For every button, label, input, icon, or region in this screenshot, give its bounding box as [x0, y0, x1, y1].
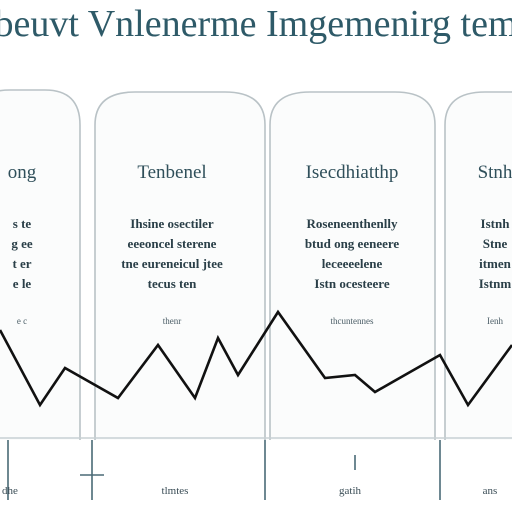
panel-note: thcuntennes	[331, 316, 374, 326]
panel-line: Istnm	[479, 276, 512, 291]
panel-line: Roseneenthenlly	[307, 216, 399, 231]
panel-line: leceeeelene	[322, 256, 383, 271]
panel-note: thenr	[163, 316, 182, 326]
footer-label: tlmtes	[162, 485, 189, 497]
panel-line: Ihsine osectiler	[130, 216, 214, 231]
footer-label: ans	[483, 485, 498, 497]
panel-frame	[444, 91, 512, 440]
panel-line: s te	[13, 216, 32, 231]
panel-line: Istnh	[481, 216, 511, 231]
panel-line: eeeoncel sterene	[128, 236, 217, 251]
panel-heading: Tenbenel	[137, 162, 206, 183]
panel-heading: ong	[8, 162, 37, 183]
panel-note: Ienh	[487, 316, 503, 326]
title: beuvt Vnlenerme Imgemenirg tem	[0, 3, 512, 45]
panel-line: tne eureneicul jtee	[121, 256, 223, 271]
panel-line: e le	[13, 276, 32, 291]
panel-line: t er	[12, 256, 31, 271]
zigzag-line	[0, 309, 512, 408]
panel-frame	[269, 91, 436, 440]
panel-frame	[94, 91, 266, 440]
panel-heading: Isecdhiatthp	[306, 162, 399, 183]
panel-line: g ee	[11, 236, 33, 251]
footer-label: dhe	[2, 485, 18, 497]
panel-heading: Stnh	[478, 162, 512, 183]
panel-line: Istn ocesteere	[314, 276, 389, 291]
panel-line: Stne	[483, 236, 508, 251]
panel-note: e c	[17, 316, 27, 326]
footer-ticks	[0, 437, 512, 500]
panel-texts: ong s te g ee t er e le e c Tenbenel Ihsine ose…	[8, 162, 512, 326]
panel-frame	[0, 89, 81, 440]
panel-line: btud ong eeneere	[305, 236, 400, 251]
panels	[0, 89, 512, 440]
panel-line: tecus ten	[148, 276, 198, 291]
panel-line: itmen	[479, 256, 512, 271]
footer-label: gatih	[339, 485, 361, 497]
